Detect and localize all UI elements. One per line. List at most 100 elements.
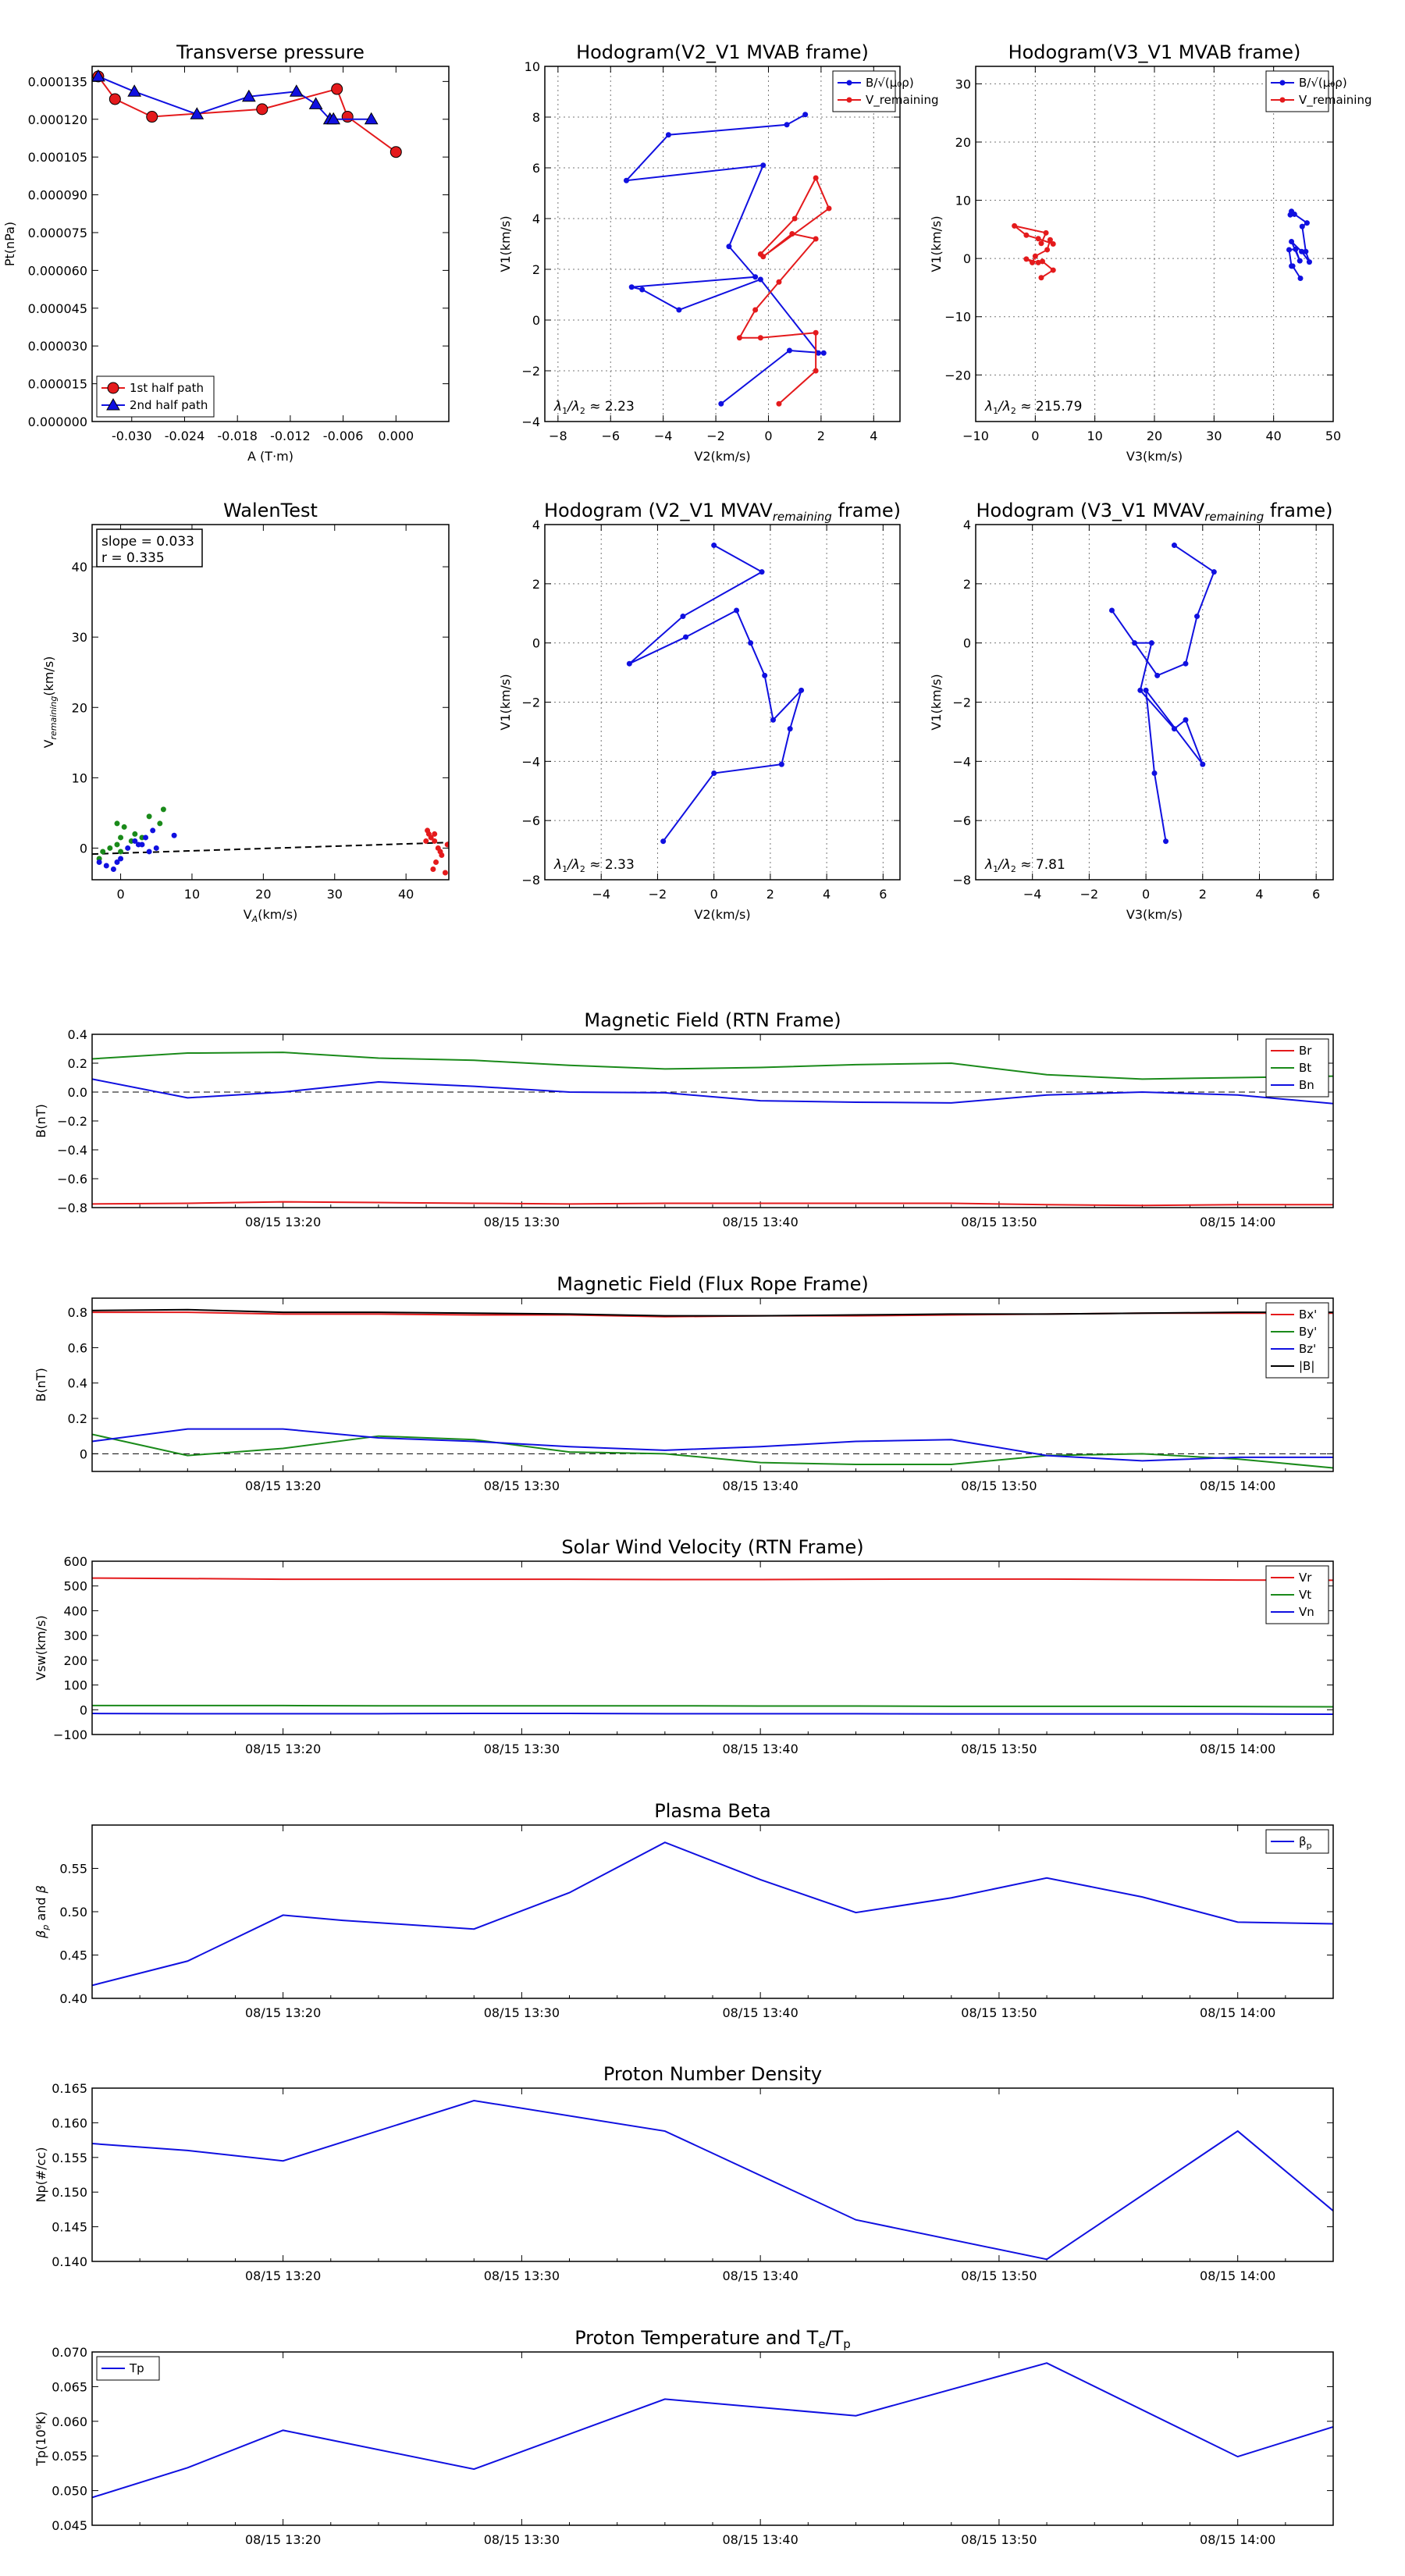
series-tp [92,2362,1333,2499]
data-point [718,400,724,407]
data-point [425,831,432,837]
y-tick-label: −6 [521,813,540,828]
x-tick-label: 50 [1325,429,1341,443]
x-tick-label: 6 [879,887,887,902]
fit-line [92,841,449,856]
y-axis-label: Vremaining(km/s) [41,656,59,749]
chart-magnetic-field-rtn: Magnetic Field (RTN Frame) 08/15 13:20 08/… [34,1009,1334,1229]
legend: B/√(μ₀ρ) V_remaining [1265,70,1372,112]
legend: Vr Vt Vn [1265,1565,1329,1624]
data-point [760,162,767,169]
x-tick-label: 08/15 13:50 [961,1215,1037,1229]
y-axis-label: Vsw(km/s) [34,1615,48,1680]
axes-frame [91,524,450,881]
y-tick-label: 20 [955,135,971,150]
legend-label: Bz' [1299,1342,1316,1356]
y-tick-label: 0.145 [52,2220,87,2235]
y-tick-label: 0.4 [68,1027,87,1042]
y-tick-label: −2 [521,696,540,710]
x-axis-label: V2(km/s) [694,449,750,464]
axes-frame [91,1560,1334,1735]
axes-frame [91,1034,1334,1208]
y-tick-label: 0.060 [52,2414,87,2429]
data-point [1171,726,1177,732]
y-tick-label: −4 [952,754,971,769]
x-axis-label: V2(km/s) [694,907,750,922]
y-tick-label: −20 [944,368,971,382]
data-point [423,838,429,844]
legend-label: Tp [129,2361,144,2375]
y-axis-label: B(nT) [34,1368,48,1401]
plot-area [626,543,805,845]
data-point [432,838,438,844]
x-tick-label: 08/15 14:00 [1200,2005,1275,2020]
y-tick-label: 0.000075 [28,226,87,240]
legend: Br Bt Bn [1265,1038,1329,1098]
data-point [680,614,686,620]
plot-area [92,69,402,158]
series-vt [92,1704,1333,1708]
y-tick-label: 0.55 [59,1862,87,1877]
y-tick-label: 4 [963,518,971,532]
chart-hodogram-v3-v1-mvab: Hodogram(V3_V1 MVAB frame) −10 0 10 20 30 40 50… [929,41,1372,464]
y-tick-label: 0.000105 [28,150,87,165]
x-tick-label: 08/15 13:40 [722,1742,798,1756]
y-tick-label: 8 [532,110,540,125]
data-point [1151,770,1158,776]
x-tick-label: −10 [962,429,989,443]
data-point [786,347,792,354]
x-tick-label: 30 [327,887,343,902]
data-point [1297,258,1303,264]
x-tick-label: 40 [398,887,414,902]
data-point [171,832,177,838]
series-line [92,1841,1333,1987]
legend: Tp [96,2356,160,2381]
x-tick-label: 08/15 13:20 [245,1742,321,1756]
fit-stats-box [96,528,203,568]
x-tick-label: 0 [764,429,772,443]
data-point [146,111,158,123]
y-tick-label: 0.6 [68,1340,87,1355]
y-tick-label: −0.2 [57,1114,87,1129]
legend-marker [1279,80,1286,86]
y-tick-label: 0.140 [52,2254,87,2269]
legend-label: Vr [1299,1571,1312,1585]
y-tick-label: −8 [521,873,540,888]
data-point [826,205,832,212]
x-tick-label: −2 [1080,887,1099,902]
data-point [114,820,120,827]
series-line [628,544,802,842]
y-tick-label: 400 [63,1603,87,1618]
legend-box [832,70,896,112]
x-tick-label: 08/15 13:30 [484,1215,560,1229]
data-point [1038,275,1044,281]
x-tick-label: 0 [1031,429,1039,443]
y-tick-label: 30 [955,76,971,91]
axes-frame [975,524,1334,881]
series-line [92,1428,1333,1462]
data-point [118,856,124,862]
y-tick-label: −2 [521,364,540,379]
plot-area [92,2362,1333,2499]
y-tick-label: 500 [63,1579,87,1594]
chart-hodogram-v3-v1-mvav: Hodogram (V3_V1 MVAVremaining frame) −4 −2… [929,500,1334,922]
data-point [1023,256,1030,262]
data-point [726,244,732,250]
y-tick-label: 200 [63,1653,87,1668]
data-point [628,284,635,290]
axes-frame [91,2351,1334,2526]
x-tick-label: 2 [1199,887,1207,902]
data-point [1293,246,1299,252]
y-tick-label: 0.070 [52,2345,87,2360]
data-point [762,672,768,678]
data-point [107,845,113,851]
data-point [190,107,205,119]
y-tick-label: 300 [63,1628,87,1643]
data-point [776,400,782,407]
x-tick-label: 08/15 13:20 [245,1478,321,1493]
chart-hodogram-v2-v1-mvab: Hodogram(V2_V1 MVAB frame) −8 −6 −4 −2 0 2 4 −4 −… [498,41,939,464]
data-point [1035,259,1041,265]
y-tick-label: −0.8 [57,1201,87,1215]
axes-frame [544,66,901,422]
